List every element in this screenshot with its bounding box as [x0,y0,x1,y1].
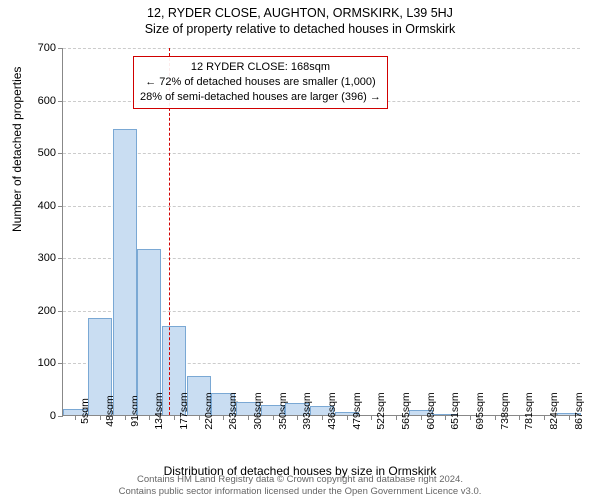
xtick-mark [273,415,274,420]
ytick-mark [58,153,63,154]
ytick-mark [58,416,63,417]
ytick-mark [58,258,63,259]
xtick-mark [371,415,372,420]
xtick-label: 824sqm [548,392,560,429]
xtick-mark [297,415,298,420]
callout-line: 28% of semi-detached houses are larger (… [140,90,381,105]
xtick-label: 522sqm [375,392,387,429]
ytick-mark [58,48,63,49]
xtick-mark [100,415,101,420]
ytick-label: 700 [0,42,56,54]
xtick-label: 738sqm [499,392,511,429]
page-subtitle: Size of property relative to detached ho… [0,20,600,36]
footer-attribution: Contains HM Land Registry data © Crown c… [0,474,600,498]
xtick-mark [248,415,249,420]
footer-line-2: Contains public sector information licen… [0,486,600,498]
ytick-mark [58,101,63,102]
xtick-mark [470,415,471,420]
xtick-label: 479sqm [351,392,363,429]
xtick-mark [396,415,397,420]
histogram-bar [137,249,161,415]
ytick-label: 300 [0,252,56,264]
plot-region: 5sqm48sqm91sqm134sqm177sqm220sqm263sqm30… [62,48,580,416]
xtick-mark [347,415,348,420]
xtick-mark [75,415,76,420]
callout-box: 12 RYDER CLOSE: 168sqm← 72% of detached … [133,56,388,109]
callout-line: 12 RYDER CLOSE: 168sqm [140,60,381,75]
xtick-mark [495,415,496,420]
footer-line-1: Contains HM Land Registry data © Crown c… [0,474,600,486]
xtick-mark [149,415,150,420]
grid-line [63,153,580,154]
xtick-label: 867sqm [573,392,585,429]
xtick-mark [125,415,126,420]
xtick-mark [223,415,224,420]
ytick-label: 200 [0,305,56,317]
ytick-mark [58,363,63,364]
xtick-mark [569,415,570,420]
ytick-label: 500 [0,147,56,159]
xtick-mark [519,415,520,420]
xtick-mark [174,415,175,420]
ytick-label: 600 [0,95,56,107]
histogram-bar [113,129,137,416]
ytick-label: 100 [0,357,56,369]
ytick-label: 0 [0,410,56,422]
xtick-label: 695sqm [474,392,486,429]
chart-area: 5sqm48sqm91sqm134sqm177sqm220sqm263sqm30… [62,48,580,416]
xtick-mark [445,415,446,420]
ytick-mark [58,206,63,207]
xtick-label: 781sqm [523,392,535,429]
xtick-mark [544,415,545,420]
callout-line: ← 72% of detached houses are smaller (1,… [140,75,381,90]
ytick-label: 400 [0,200,56,212]
xtick-label: 651sqm [449,392,461,429]
page-title: 12, RYDER CLOSE, AUGHTON, ORMSKIRK, L39 … [0,0,600,20]
grid-line [63,48,580,49]
xtick-mark [322,415,323,420]
xtick-label: 436sqm [326,392,338,429]
grid-line [63,206,580,207]
xtick-mark [421,415,422,420]
xtick-label: 608sqm [425,392,437,429]
xtick-mark [199,415,200,420]
ytick-mark [58,311,63,312]
